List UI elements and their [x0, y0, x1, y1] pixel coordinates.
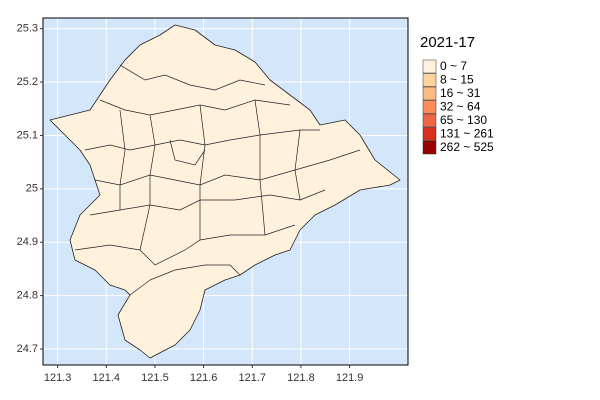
legend-label: 262 ~ 525	[440, 140, 494, 154]
district-borders	[74, 64, 361, 296]
legend-swatch	[422, 86, 437, 101]
region-outline	[49, 24, 401, 359]
legend-swatch	[422, 140, 437, 155]
legend-label: 8 ~ 15	[440, 73, 474, 87]
legend-label: 0 ~ 7	[440, 59, 467, 73]
y-tick-label: 25.3	[17, 23, 38, 35]
x-tick-label: 121.7	[239, 372, 267, 384]
legend-label: 131 ~ 261	[440, 127, 494, 141]
legend-swatch	[422, 113, 437, 128]
legend-label: 16 ~ 31	[440, 86, 481, 100]
y-tick-label: 24.9	[17, 236, 38, 248]
legend-swatch	[422, 59, 437, 74]
y-tick-label: 25.1	[17, 129, 38, 141]
y-tick-label: 24.8	[17, 290, 38, 302]
x-tick-label: 121.3	[44, 372, 72, 384]
map-frame	[42, 17, 409, 366]
x-tick-label: 121.4	[93, 372, 121, 384]
legend-title: 2021-17	[420, 34, 475, 51]
x-tick-label: 121.9	[336, 372, 364, 384]
legend-label: 65 ~ 130	[440, 113, 487, 127]
y-tick-label: 25	[26, 183, 38, 195]
legend-swatch	[422, 127, 437, 141]
x-tick-label: 121.5	[141, 372, 169, 384]
legend-swatch	[422, 100, 437, 114]
legend-swatch	[422, 73, 437, 87]
y-tick-label: 25.2	[17, 76, 38, 88]
x-tick-label: 121.8	[287, 372, 315, 384]
x-tick-label: 121.6	[190, 372, 218, 384]
legend-label: 32 ~ 64	[440, 100, 481, 114]
y-tick-label: 24.7	[17, 343, 38, 355]
